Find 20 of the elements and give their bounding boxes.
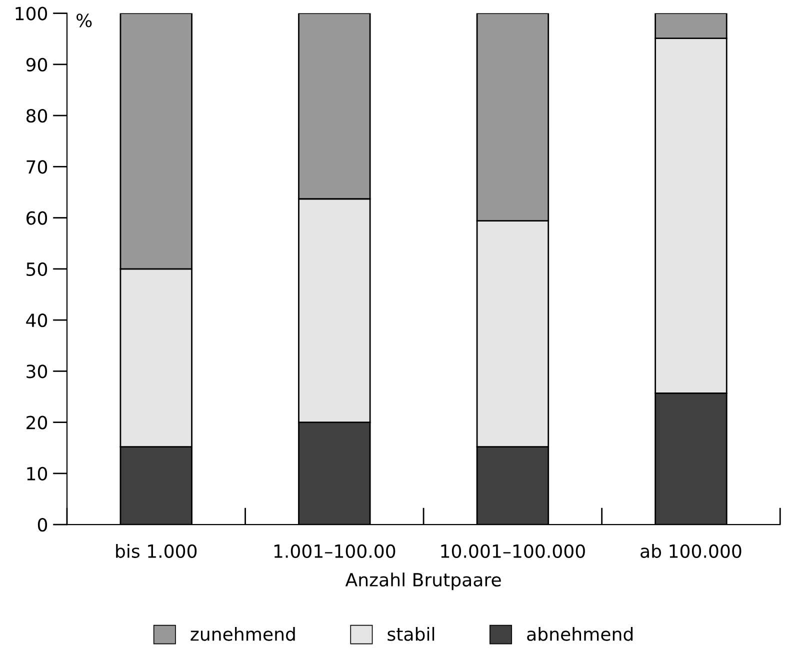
- legend-label: zunehmend: [190, 626, 295, 641]
- y-tick-label: 40: [26, 314, 48, 328]
- x-tick-label: bis 1.000: [116, 544, 197, 558]
- x-axis-title: Anzahl Brutpaare: [345, 572, 501, 590]
- y-axis-title: %: [76, 14, 92, 28]
- y-tick-label: 0: [38, 518, 48, 532]
- y-tick-label: 10: [27, 466, 48, 481]
- y-tick-label: 70: [26, 160, 48, 174]
- y-tick-label: 90: [26, 58, 48, 72]
- y-tick-label: 50: [26, 262, 48, 276]
- y-tick-label: 80: [26, 108, 48, 123]
- legend-label: stabil: [388, 626, 434, 641]
- y-tick-label: 60: [26, 211, 48, 225]
- legend-label: abnehmend: [527, 626, 633, 641]
- y-tick-label: 100: [16, 6, 48, 20]
- x-tick-label: 1.001–100.00: [274, 544, 396, 558]
- x-tick-label: ab 100.000: [640, 544, 742, 558]
- y-tick-label: 30: [26, 364, 48, 378]
- y-tick-label: 20: [26, 416, 48, 430]
- x-tick-label: 10.001–100.000: [441, 544, 585, 558]
